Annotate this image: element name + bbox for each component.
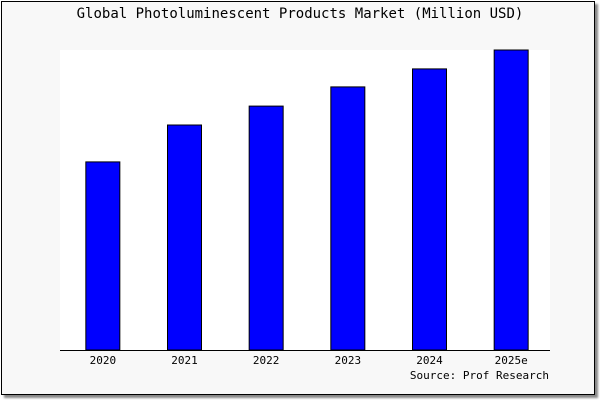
x-tick-label: 2021 — [171, 354, 198, 367]
source-note: Source: Prof Research — [410, 369, 549, 382]
x-tick-label: 2023 — [335, 354, 362, 367]
bar-2023 — [330, 86, 366, 351]
bar-2025e — [493, 49, 529, 351]
x-tick-label: 2022 — [253, 354, 280, 367]
plot-area — [60, 50, 550, 350]
bar-2022 — [248, 105, 284, 351]
x-tick-label: 2025e — [495, 354, 528, 367]
bar-2024 — [412, 68, 447, 351]
bar-2020 — [85, 161, 121, 351]
chart-title: Global Photoluminescent Products Market … — [76, 6, 524, 22]
bar-2021 — [167, 124, 202, 351]
x-tick-label: 2024 — [416, 354, 443, 367]
x-tick-label: 2020 — [90, 354, 117, 367]
